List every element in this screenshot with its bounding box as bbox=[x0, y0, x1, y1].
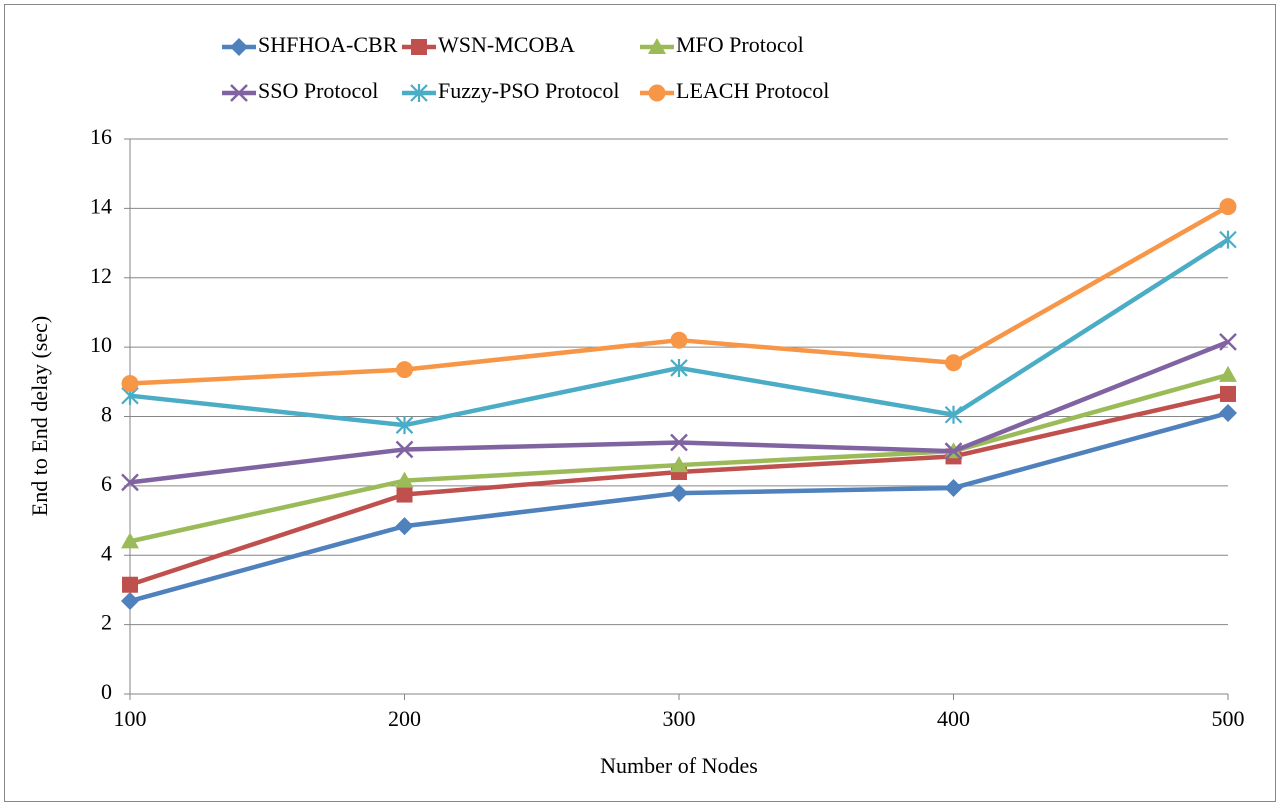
x-tick-label: 300 bbox=[663, 706, 696, 731]
marker bbox=[1219, 333, 1237, 351]
marker bbox=[1219, 404, 1237, 423]
marker bbox=[122, 576, 138, 593]
legend-label: SSO Protocol bbox=[258, 78, 378, 103]
marker bbox=[945, 354, 962, 372]
marker bbox=[121, 532, 139, 549]
y-tick-label: 10 bbox=[90, 332, 112, 357]
legend-label: Fuzzy-PSO Protocol bbox=[438, 78, 620, 103]
x-tick-label: 400 bbox=[937, 706, 970, 731]
marker bbox=[395, 517, 414, 536]
legend-label: MFO Protocol bbox=[676, 32, 804, 57]
marker bbox=[396, 361, 413, 379]
legend-label: SHFHOA-CBR bbox=[258, 32, 398, 57]
y-tick-label: 6 bbox=[101, 471, 112, 496]
marker bbox=[1219, 230, 1237, 249]
y-tick-label: 16 bbox=[90, 124, 112, 149]
y-tick-label: 8 bbox=[101, 402, 112, 427]
y-tick-label: 14 bbox=[90, 193, 112, 218]
marker bbox=[670, 331, 688, 349]
marker bbox=[1219, 365, 1237, 382]
y-tick-label: 4 bbox=[101, 540, 112, 565]
marker bbox=[396, 486, 413, 503]
marker bbox=[230, 84, 248, 102]
marker bbox=[670, 358, 688, 377]
marker bbox=[395, 440, 414, 459]
legend-label: LEACH Protocol bbox=[676, 78, 829, 103]
marker bbox=[1220, 385, 1236, 402]
y-tick-label: 0 bbox=[101, 679, 112, 704]
marker bbox=[670, 456, 688, 473]
legend-label: WSN-MCOBA bbox=[438, 32, 575, 57]
marker bbox=[1219, 198, 1237, 216]
marker bbox=[670, 484, 688, 503]
x-tick-label: 200 bbox=[388, 706, 421, 731]
marker bbox=[944, 478, 963, 497]
marker bbox=[670, 433, 688, 452]
y-tick-label: 2 bbox=[101, 610, 112, 635]
marker bbox=[395, 416, 414, 435]
marker bbox=[944, 405, 963, 424]
marker bbox=[395, 471, 414, 488]
y-tick-label: 12 bbox=[90, 263, 112, 288]
marker bbox=[121, 375, 139, 393]
x-tick-label: 500 bbox=[1212, 706, 1245, 731]
x-tick-label: 100 bbox=[114, 706, 147, 731]
x-axis-label: Number of Nodes bbox=[600, 753, 758, 778]
marker bbox=[944, 442, 963, 461]
marker bbox=[411, 39, 427, 55]
marker bbox=[648, 38, 666, 54]
marker bbox=[410, 84, 428, 102]
marker bbox=[121, 473, 139, 492]
marker bbox=[121, 592, 139, 611]
marker bbox=[230, 38, 248, 56]
marker bbox=[648, 84, 666, 102]
y-axis-label: End to End delay (sec) bbox=[27, 316, 52, 516]
